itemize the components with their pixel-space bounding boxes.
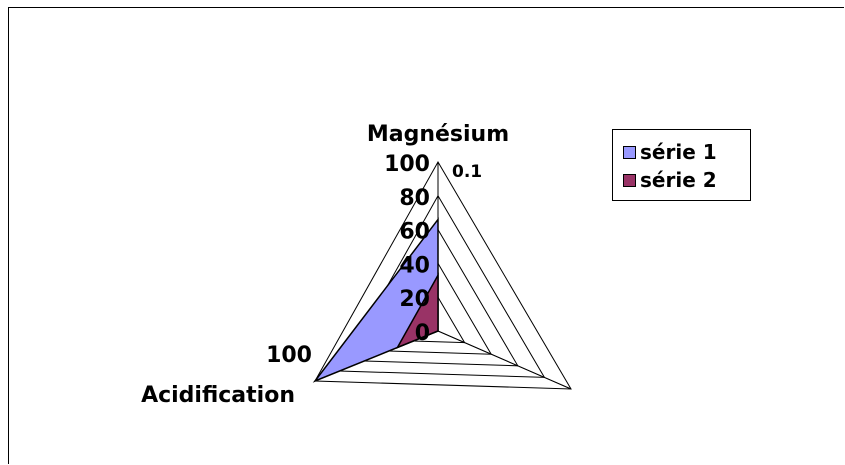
legend-swatch-series-1 — [623, 145, 636, 159]
legend-item-series-2: série 2 — [623, 168, 717, 192]
legend-swatch-series-2 — [623, 173, 636, 187]
tick-label-acidification: 100 — [266, 343, 312, 368]
legend-label-series-1: série 1 — [640, 140, 717, 164]
axis-title-magnesium: Magnésium — [367, 122, 509, 147]
tick-label-extra: 0.1 — [452, 162, 482, 182]
legend-label-series-2: série 2 — [640, 168, 717, 192]
tick-label-40: 40 — [399, 253, 430, 278]
axis-spoke-top-2 — [314, 330, 439, 382]
tick-label-80: 80 — [399, 186, 430, 211]
axis-spoke-top-1 — [437, 330, 572, 390]
grid-level-5 — [314, 160, 572, 390]
tick-label-0: 0 — [415, 321, 430, 346]
tick-label-60: 60 — [399, 220, 430, 245]
tick-label-100: 100 — [384, 152, 430, 177]
axis-title-acidification: Acidification — [141, 383, 295, 408]
tick-label-20: 20 — [399, 287, 430, 312]
legend-item-series-1: série 1 — [623, 140, 717, 164]
chart-frame — [8, 7, 844, 464]
legend: série 1 série 2 — [612, 129, 751, 201]
